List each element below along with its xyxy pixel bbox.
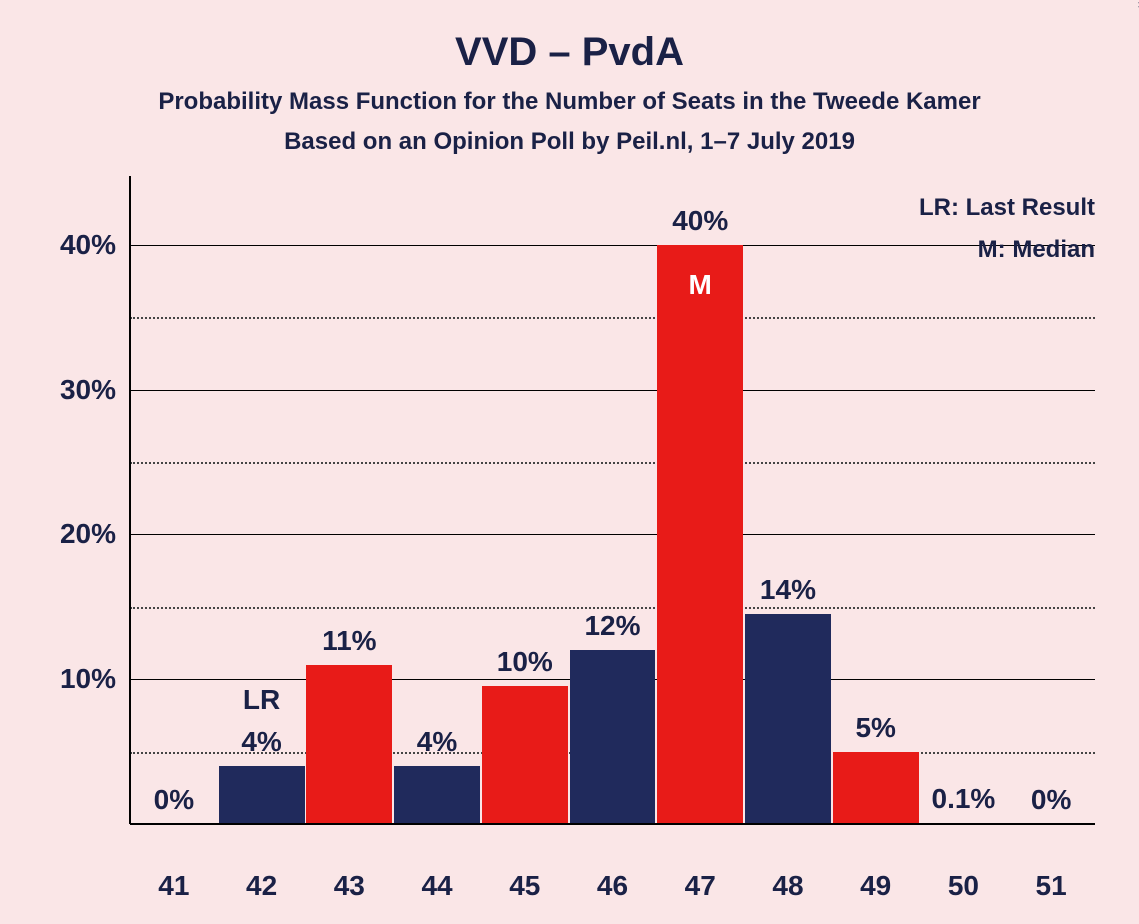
bar	[657, 245, 743, 824]
chart-subtitle-2: Based on an Opinion Poll by Peil.nl, 1–7…	[0, 128, 1139, 156]
chart-subtitle-1: Probability Mass Function for the Number…	[0, 88, 1139, 116]
legend-item: LR: Last Result	[919, 194, 1095, 222]
ytick-label: 30%	[60, 374, 116, 406]
bar-value-label: 10%	[497, 646, 553, 678]
bar-value-label: 0.1%	[931, 783, 995, 815]
x-axis	[130, 823, 1095, 825]
bar-value-label: 14%	[760, 574, 816, 606]
bar-value-label: 0%	[154, 784, 194, 816]
legend-item: M: Median	[978, 236, 1095, 264]
grid-major	[130, 245, 1095, 246]
bar	[833, 752, 919, 824]
bar-value-label: 11%	[322, 625, 377, 657]
xtick-label: 46	[597, 870, 628, 902]
bar	[219, 766, 305, 824]
xtick-label: 44	[421, 870, 452, 902]
y-axis	[129, 176, 131, 824]
ytick-label: 40%	[60, 229, 116, 261]
ytick-label: 10%	[60, 663, 116, 695]
bar-marker: M	[689, 269, 712, 301]
grid-major	[130, 534, 1095, 535]
xtick-label: 41	[158, 870, 189, 902]
bar	[745, 614, 831, 824]
bar	[306, 665, 392, 824]
bar-value-label: 4%	[241, 726, 281, 758]
grid-minor	[130, 607, 1095, 609]
grid-major	[130, 390, 1095, 391]
xtick-label: 43	[334, 870, 365, 902]
bar-value-label: 4%	[417, 726, 457, 758]
bar-marker: LR	[243, 684, 280, 716]
xtick-label: 51	[1036, 870, 1067, 902]
plot-area: 10%20%30%40%0%41LR4%4211%434%4410%4512%4…	[130, 216, 1095, 824]
grid-minor	[130, 462, 1095, 464]
bar	[482, 686, 568, 824]
chart-title: VVD – PvdA	[0, 30, 1139, 75]
chart-canvas: © 2020 Filip van Laenen VVD – PvdA Proba…	[0, 0, 1139, 924]
xtick-label: 45	[509, 870, 540, 902]
xtick-label: 47	[685, 870, 716, 902]
xtick-label: 49	[860, 870, 891, 902]
bar	[394, 766, 480, 824]
bar	[570, 650, 656, 824]
bar-value-label: 0%	[1031, 784, 1071, 816]
ytick-label: 20%	[60, 518, 116, 550]
bar-value-label: 5%	[855, 712, 895, 744]
copyright-text: © 2020 Filip van Laenen	[1135, 0, 1139, 8]
grid-minor	[130, 317, 1095, 319]
bar-value-label: 12%	[584, 610, 640, 642]
xtick-label: 48	[772, 870, 803, 902]
bar-value-label: 40%	[672, 205, 728, 237]
xtick-label: 42	[246, 870, 277, 902]
xtick-label: 50	[948, 870, 979, 902]
